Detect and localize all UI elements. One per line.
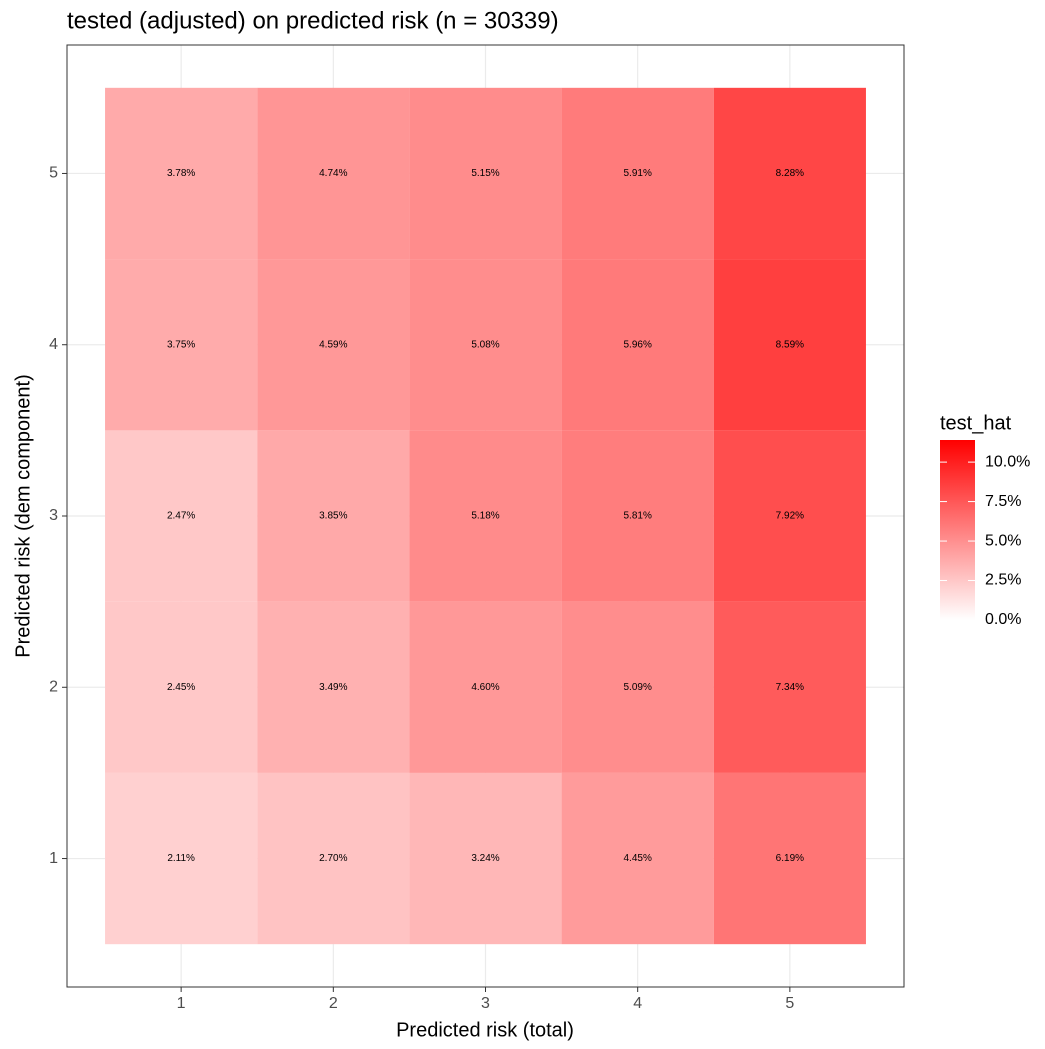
tile — [105, 601, 258, 773]
tile — [561, 601, 714, 773]
x-tick-label: 5 — [785, 995, 794, 1012]
tile — [257, 430, 410, 602]
colorbar-tick-label: 0.0% — [985, 611, 1021, 628]
x-tick-label: 2 — [329, 995, 338, 1012]
colorbar-tick-label: 10.0% — [985, 453, 1030, 470]
tile — [105, 259, 258, 431]
value-label: 3.49% — [319, 682, 347, 693]
tile — [561, 259, 714, 431]
chart-title: tested (adjusted) on predicted risk (n =… — [67, 7, 559, 34]
value-label: 7.34% — [776, 682, 804, 693]
colorbar-tick-label: 5.0% — [985, 532, 1021, 549]
value-label: 4.59% — [319, 339, 347, 350]
colorbar-tick-label: 2.5% — [985, 572, 1021, 589]
y-tick-label: 1 — [49, 850, 58, 867]
value-label: 3.75% — [167, 339, 195, 350]
y-tick-label: 3 — [49, 507, 58, 524]
tile — [713, 601, 866, 773]
value-label: 5.08% — [471, 339, 499, 350]
value-label: 5.81% — [624, 511, 652, 522]
y-axis-label: Predicted risk (dem component) — [12, 374, 34, 657]
tile — [105, 430, 258, 602]
value-label: 3.24% — [471, 853, 499, 864]
tile — [409, 87, 562, 260]
value-label: 6.19% — [776, 853, 804, 864]
tile — [105, 772, 258, 945]
tile — [713, 259, 866, 431]
tile — [257, 772, 410, 945]
tile — [105, 87, 258, 260]
tile — [561, 772, 714, 945]
value-label: 4.74% — [319, 168, 347, 179]
y-tick-label: 2 — [49, 678, 58, 695]
value-label: 5.09% — [624, 682, 652, 693]
x-tick-label: 3 — [481, 995, 490, 1012]
x-tick-label: 4 — [633, 995, 642, 1012]
y-tick-label: 4 — [49, 336, 58, 353]
value-label: 2.11% — [167, 853, 195, 864]
value-label: 4.45% — [624, 853, 652, 864]
value-label: 5.96% — [624, 339, 652, 350]
value-label: 2.70% — [319, 853, 347, 864]
tile — [713, 87, 866, 260]
legend-title: test_hat — [940, 412, 1012, 434]
x-axis-label: Predicted risk (total) — [396, 1019, 574, 1041]
tile — [409, 259, 562, 431]
value-label: 5.15% — [471, 168, 499, 179]
value-label: 5.18% — [471, 511, 499, 522]
tile — [409, 772, 562, 945]
colorbar — [940, 440, 975, 620]
value-label: 3.85% — [319, 511, 347, 522]
value-label: 4.60% — [471, 682, 499, 693]
value-label: 3.78% — [167, 168, 195, 179]
x-tick-label: 1 — [177, 995, 186, 1012]
value-label: 2.45% — [167, 682, 195, 693]
tile — [257, 87, 410, 260]
value-label: 8.59% — [776, 339, 804, 350]
value-label: 2.47% — [167, 511, 195, 522]
y-tick-label: 5 — [49, 165, 58, 182]
tile — [713, 772, 866, 945]
tile — [257, 601, 410, 773]
tile — [257, 259, 410, 431]
value-label: 7.92% — [776, 511, 804, 522]
value-label: 8.28% — [776, 168, 804, 179]
value-label: 5.91% — [624, 168, 652, 179]
tile — [713, 430, 866, 602]
tile — [561, 430, 714, 602]
tile — [409, 430, 562, 602]
tile — [409, 601, 562, 773]
tile — [561, 87, 714, 260]
colorbar-tick-label: 7.5% — [985, 493, 1021, 510]
